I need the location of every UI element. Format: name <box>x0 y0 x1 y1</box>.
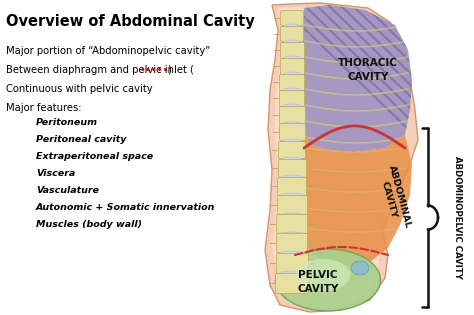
Ellipse shape <box>283 139 301 143</box>
Polygon shape <box>272 7 408 308</box>
Text: Major features:: Major features: <box>6 103 82 113</box>
Text: Extraperitoneal space: Extraperitoneal space <box>36 152 153 161</box>
Text: ABDOMINOPELVIC CAVITY: ABDOMINOPELVIC CAVITY <box>454 156 463 279</box>
FancyBboxPatch shape <box>276 254 309 273</box>
Text: Muscles (body wall): Muscles (body wall) <box>36 220 142 229</box>
Text: Viscera: Viscera <box>36 169 75 178</box>
FancyBboxPatch shape <box>276 215 308 233</box>
Ellipse shape <box>283 72 301 76</box>
Ellipse shape <box>284 24 300 28</box>
Ellipse shape <box>283 56 301 60</box>
Text: ): ) <box>167 65 171 75</box>
FancyBboxPatch shape <box>280 90 304 106</box>
Text: Autonomic + Somatic innervation: Autonomic + Somatic innervation <box>36 203 215 212</box>
Text: Overview of Abdominal Cavity: Overview of Abdominal Cavity <box>6 14 255 29</box>
Ellipse shape <box>280 251 304 255</box>
Ellipse shape <box>275 249 381 311</box>
FancyBboxPatch shape <box>281 59 304 75</box>
Text: ABDOMINAL
CAVITY: ABDOMINAL CAVITY <box>376 164 412 232</box>
Text: Peritoneum: Peritoneum <box>36 118 98 127</box>
Text: THORACIC
CAVITY: THORACIC CAVITY <box>338 58 398 82</box>
Ellipse shape <box>283 88 301 92</box>
FancyBboxPatch shape <box>280 75 304 90</box>
Text: Vasculature: Vasculature <box>36 186 99 195</box>
Text: •••••: ••••• <box>140 65 169 75</box>
FancyBboxPatch shape <box>280 106 306 123</box>
FancyBboxPatch shape <box>276 233 308 253</box>
FancyBboxPatch shape <box>279 159 307 177</box>
FancyBboxPatch shape <box>275 273 309 294</box>
Ellipse shape <box>282 175 302 179</box>
Ellipse shape <box>281 213 303 217</box>
Text: Continuous with pelvic cavity: Continuous with pelvic cavity <box>6 84 153 94</box>
FancyBboxPatch shape <box>281 43 304 59</box>
FancyBboxPatch shape <box>277 177 307 196</box>
FancyBboxPatch shape <box>277 196 308 215</box>
Ellipse shape <box>283 104 301 108</box>
FancyBboxPatch shape <box>279 141 306 158</box>
Text: PELVIC
CAVITY: PELVIC CAVITY <box>297 270 339 294</box>
Text: Between diaphragm and pelvic inlet (: Between diaphragm and pelvic inlet ( <box>6 65 194 75</box>
Polygon shape <box>290 130 412 265</box>
Text: Peritoneal cavity: Peritoneal cavity <box>36 135 127 144</box>
Ellipse shape <box>282 157 302 161</box>
Ellipse shape <box>283 122 301 126</box>
Polygon shape <box>302 5 412 152</box>
Ellipse shape <box>284 40 300 44</box>
FancyBboxPatch shape <box>281 10 303 26</box>
Ellipse shape <box>295 259 350 291</box>
Text: Major portion of “Abdominopelvic cavity”: Major portion of “Abdominopelvic cavity” <box>6 46 210 56</box>
Ellipse shape <box>351 261 369 275</box>
Ellipse shape <box>280 271 304 275</box>
Ellipse shape <box>280 232 304 236</box>
FancyBboxPatch shape <box>280 123 306 140</box>
Polygon shape <box>265 3 418 312</box>
FancyBboxPatch shape <box>281 26 303 42</box>
Ellipse shape <box>281 193 303 197</box>
